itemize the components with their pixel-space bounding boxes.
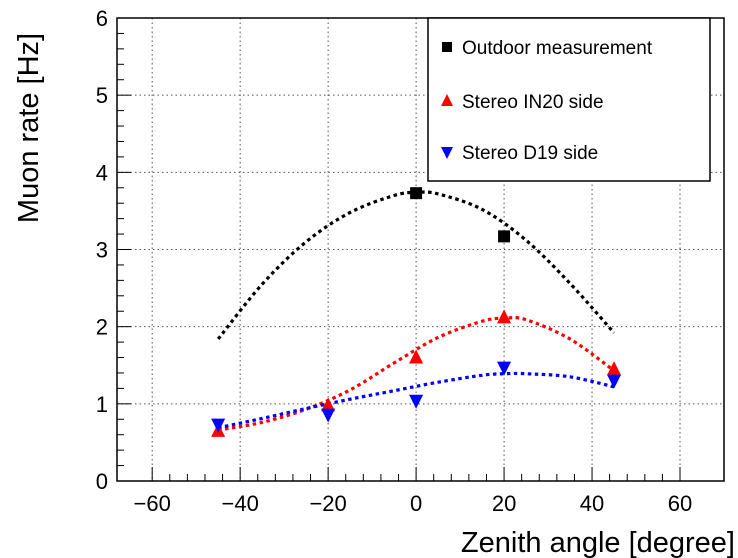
y-tick-label: 1 [96, 392, 108, 417]
x-tick-label: −60 [134, 491, 171, 516]
d19-fit-curve [217, 371, 615, 430]
x-tick-label: −40 [221, 491, 258, 516]
d19-point [607, 374, 622, 389]
x-tick-label: 40 [580, 491, 604, 516]
legend-entry-d19: Stereo D19 side [462, 143, 598, 164]
outdoor-point [498, 230, 511, 243]
axis-ticks: −60 −40 −20 0 20 40 60 0 1 2 3 4 5 6 [96, 6, 693, 516]
in20-point [321, 397, 336, 412]
in20-fit-curve [217, 315, 615, 432]
d19-point [409, 394, 424, 409]
d19-point [211, 418, 226, 433]
legend-entry-in20: Stereo IN20 side [462, 92, 604, 113]
legend-marker [441, 94, 453, 106]
legend-entry-outdoor: Outdoor measurement [462, 38, 653, 59]
x-axis-title: Zenith angle [degree] [461, 527, 735, 558]
y-tick-label: 5 [96, 83, 108, 108]
x-tick-label: 0 [410, 491, 422, 516]
legend-box [427, 17, 711, 182]
legend-marker [442, 42, 452, 52]
legend-marker [441, 147, 453, 159]
in20-point [497, 309, 512, 324]
legend: Outdoor measurement Stereo IN20 side Stere… [427, 17, 711, 182]
outdoor-point [410, 187, 423, 200]
in20-point [607, 361, 622, 376]
x-tick-label: 60 [668, 491, 692, 516]
y-tick-label: 6 [96, 6, 108, 31]
d19-point [321, 408, 336, 423]
data-points [211, 187, 622, 437]
x-tick-label: −20 [309, 491, 346, 516]
in20-point [409, 349, 424, 364]
y-tick-label: 3 [96, 238, 108, 263]
y-tick-label: 4 [96, 160, 108, 185]
y-tick-label: 0 [96, 469, 108, 494]
y-axis-title: Muon rate [Hz] [13, 33, 45, 223]
x-tick-label: 20 [492, 491, 516, 516]
d19-point [497, 361, 512, 376]
y-tick-label: 2 [96, 315, 108, 340]
